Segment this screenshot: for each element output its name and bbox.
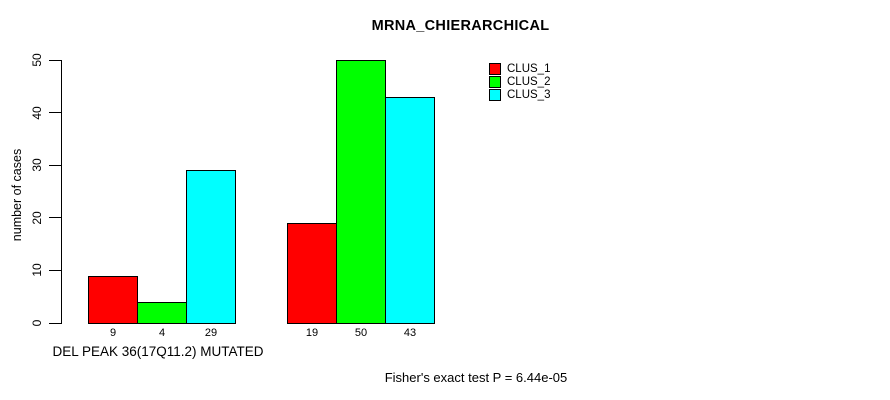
x-axis-label: DEL PEAK 36(17Q11.2) MUTATED <box>52 344 264 359</box>
y-tick-label: 40 <box>30 105 44 120</box>
y-tick-mark <box>49 164 61 166</box>
y-tick-label: 30 <box>30 158 44 172</box>
legend-row-clus_1: CLUS_1 <box>489 62 550 75</box>
legend-swatch-clus_2 <box>489 76 501 89</box>
bar-clus_3-group2 <box>385 97 435 324</box>
y-tick-mark <box>49 112 61 114</box>
bar-value-label: 4 <box>158 327 166 339</box>
bar-clus_1-group2 <box>287 223 337 324</box>
legend-swatch-clus_3 <box>489 89 501 102</box>
legend-label: CLUS_3 <box>507 89 551 102</box>
legend-label: CLUS_1 <box>507 62 551 75</box>
bar-value-label: 19 <box>305 327 319 339</box>
fisher-test-text: Fisher's exact test P = 6.44e-05 <box>384 370 568 385</box>
bar-value-label: 9 <box>109 327 117 339</box>
y-axis-line <box>61 60 62 324</box>
bar-value-label: 50 <box>354 327 368 339</box>
legend-label: CLUS_2 <box>507 76 551 89</box>
y-tick-label: 20 <box>30 211 44 225</box>
y-tick-mark <box>49 322 61 324</box>
bar-clus_2-group2 <box>336 60 386 324</box>
legend: CLUS_1 CLUS_2 CLUS_3 <box>489 62 550 102</box>
bar-clus_2-group1 <box>137 302 187 324</box>
y-tick-mark <box>49 269 61 271</box>
legend-swatch-clus_1 <box>489 62 501 75</box>
y-tick-label: 10 <box>30 263 44 278</box>
y-tick-mark <box>49 59 61 61</box>
y-tick-mark <box>49 217 61 219</box>
y-tick-label: 50 <box>30 53 44 67</box>
bar-clus_3-group1 <box>186 170 236 324</box>
y-axis-title: number of cases <box>10 148 24 242</box>
bar-value-label: 29 <box>204 327 218 339</box>
chart-title: MRNA_CHIERARCHICAL <box>371 18 550 34</box>
bar-clus_1-group1 <box>88 276 138 324</box>
y-tick-label: 0 <box>30 319 44 327</box>
legend-row-clus_3: CLUS_3 <box>489 89 550 102</box>
legend-row-clus_2: CLUS_2 <box>489 75 551 89</box>
bar-value-label: 43 <box>403 327 417 339</box>
